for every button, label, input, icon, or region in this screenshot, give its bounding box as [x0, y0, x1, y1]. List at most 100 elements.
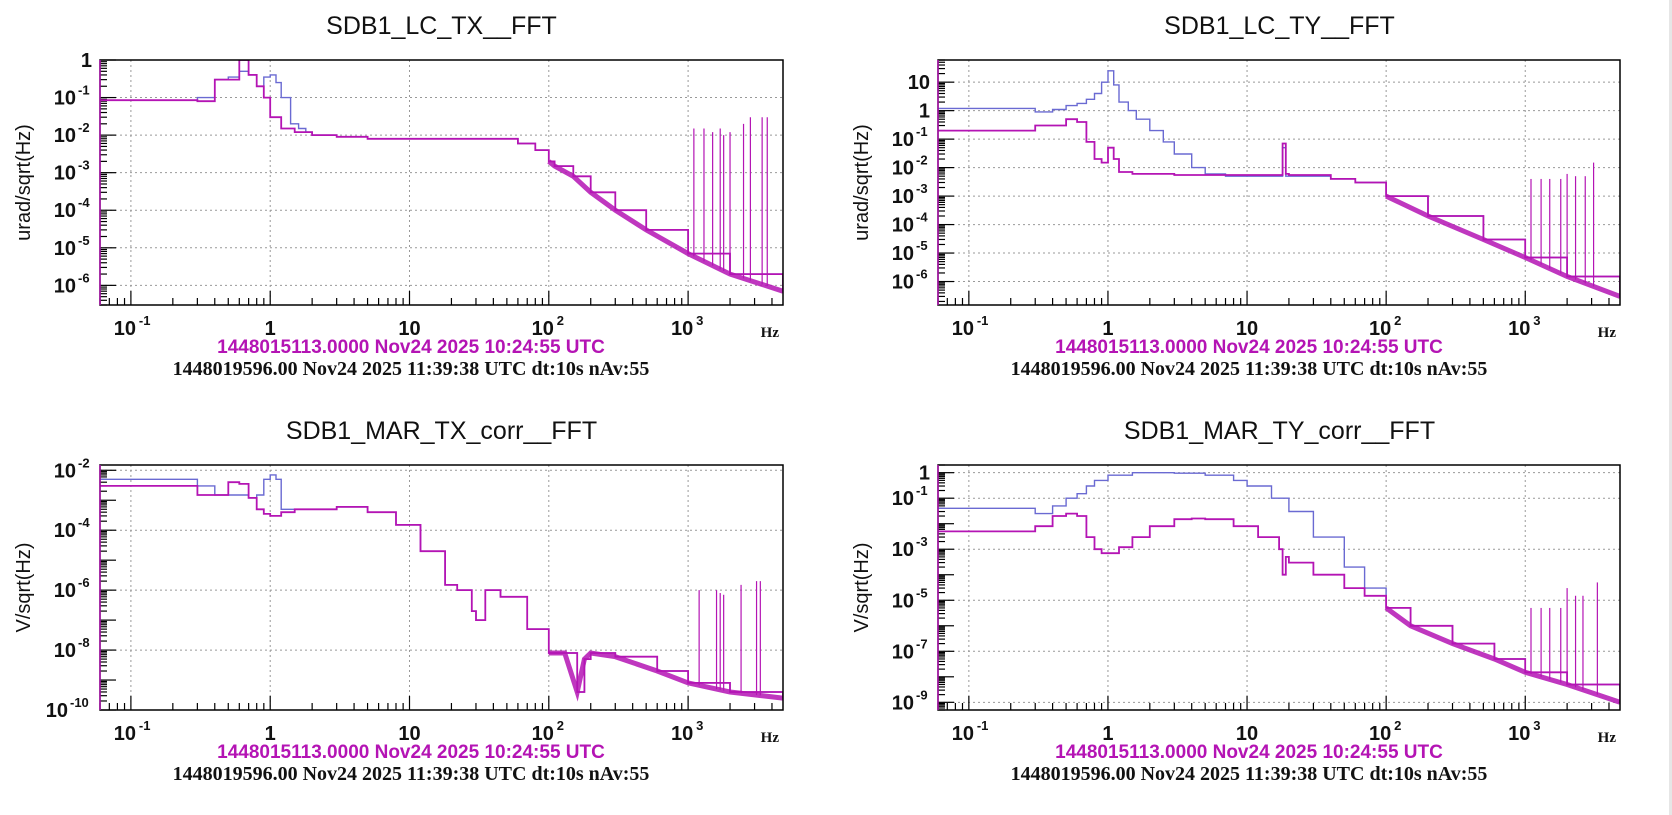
x-tick-label: 10	[532, 318, 554, 340]
noise-band	[1385, 193, 1620, 299]
y-tick-exponent: -10	[70, 695, 89, 710]
y-tick-label: 10	[54, 88, 76, 110]
x-axis-label: Hz	[761, 325, 780, 341]
scrollbar[interactable]	[1669, 0, 1672, 815]
x-tick-label: 10	[1236, 318, 1258, 340]
y-tick-label: 1	[81, 50, 92, 72]
x-tick-label: 10	[114, 723, 136, 745]
x-tick-exponent: -1	[977, 718, 989, 733]
chart-1-title: SDB1_LC_TY__FFT	[1164, 12, 1395, 40]
y-tick-label: 10	[54, 163, 76, 185]
y-tick-exponent: -1	[78, 83, 90, 98]
reference-timestamp: 1448015113.0000 Nov24 2025 10:24:55 UTC	[1055, 742, 1443, 763]
y-tick-exponent: -1	[916, 483, 928, 498]
x-tick-exponent: -1	[139, 313, 151, 328]
plot-frame	[99, 464, 784, 711]
y-tick-exponent: -6	[78, 575, 90, 590]
y-tick-exponent: -9	[916, 687, 928, 702]
x-tick-label: 1	[265, 723, 276, 745]
series-reference	[938, 70, 1620, 297]
y-tick-exponent: -6	[916, 267, 928, 282]
x-tick-label: 10	[114, 318, 136, 340]
x-tick-exponent: 2	[557, 718, 564, 733]
x-tick-exponent: 2	[1394, 718, 1401, 733]
y-tick-label: 10	[892, 186, 914, 208]
x-tick-label: 10	[952, 723, 974, 745]
live-timestamp: 1448019596.00 Nov24 2025 11:39:38 UTC dt…	[1011, 358, 1488, 380]
y-tick-label: 10	[892, 692, 914, 714]
x-axis-label: Hz	[1598, 730, 1617, 746]
x-tick-label: 1	[1102, 723, 1113, 745]
y-tick-exponent: -5	[916, 238, 928, 253]
reference-timestamp: 1448015113.0000 Nov24 2025 10:24:55 UTC	[1055, 337, 1443, 358]
live-timestamp: 1448019596.00 Nov24 2025 11:39:38 UTC dt…	[173, 358, 650, 380]
noise-band	[547, 159, 783, 294]
noise-band	[1384, 605, 1620, 705]
chart-0: 10 -1 1 10 10 2 10 3Hz110-110-210-310-410-510-6…	[13, 50, 784, 380]
x-tick-exponent: 3	[1533, 313, 1540, 328]
reference-timestamp: 1448015113.0000 Nov24 2025 10:24:55 UTC	[217, 742, 605, 763]
y-tick-exponent: -3	[78, 158, 90, 173]
x-axis-label: Hz	[761, 730, 780, 746]
x-tick-label: 10	[1508, 318, 1530, 340]
x-tick-label: 10	[398, 318, 420, 340]
y-tick-exponent: -5	[78, 233, 90, 248]
plot-frame	[937, 464, 1621, 711]
y-tick-label: 10	[892, 129, 914, 151]
y-tick-label: 10	[46, 700, 68, 722]
x-tick-exponent: 3	[696, 313, 703, 328]
y-tick-label: 10	[892, 590, 914, 612]
x-tick-exponent: 2	[1394, 313, 1401, 328]
y-tick-label: 10	[54, 520, 76, 542]
y-tick-exponent: -1	[916, 124, 928, 139]
x-tick-label: 10	[671, 318, 693, 340]
series-reference	[100, 70, 783, 292]
x-tick-exponent: 3	[696, 718, 703, 733]
y-tick-exponent: -2	[78, 120, 90, 135]
y-tick-label: 10	[892, 215, 914, 237]
chart-0-title: SDB1_LC_TX__FFT	[326, 12, 557, 40]
y-axis-title: V/sqrt(Hz)	[851, 543, 873, 633]
x-tick-label: 10	[398, 723, 420, 745]
x-axis-label: Hz	[1598, 325, 1617, 341]
y-tick-label: 10	[54, 640, 76, 662]
y-tick-label: 10	[908, 72, 930, 94]
live-timestamp: 1448019596.00 Nov24 2025 11:39:38 UTC dt…	[173, 763, 650, 785]
y-tick-label: 10	[892, 641, 914, 663]
series-reference	[100, 474, 783, 699]
x-tick-label: 10	[1369, 723, 1391, 745]
y-tick-exponent: -4	[78, 195, 90, 210]
y-tick-label: 10	[54, 125, 76, 147]
x-tick-label: 10	[952, 318, 974, 340]
y-tick-label: 10	[892, 539, 914, 561]
chart-1: 10 -1 1 10 10 2 10 3Hz10110-110-210-310-410-510…	[851, 59, 1621, 380]
x-tick-exponent: 3	[1533, 718, 1540, 733]
y-tick-exponent: -2	[78, 455, 90, 470]
noise-band	[548, 650, 783, 702]
y-axis-title: urad/sqrt(Hz)	[13, 124, 35, 241]
y-tick-exponent: -5	[916, 585, 928, 600]
y-tick-label: 1	[919, 463, 930, 485]
y-tick-exponent: -6	[78, 270, 90, 285]
y-tick-label: 10	[892, 272, 914, 294]
y-axis-title: V/sqrt(Hz)	[13, 543, 35, 633]
y-tick-label: 10	[54, 580, 76, 602]
x-tick-label: 10	[1236, 723, 1258, 745]
x-tick-label: 10	[671, 723, 693, 745]
chart-3-title: SDB1_MAR_TY_corr__FFT	[1123, 417, 1436, 445]
y-tick-label: 10	[892, 488, 914, 510]
y-tick-exponent: -2	[916, 153, 928, 168]
y-tick-exponent: -8	[78, 635, 90, 650]
reference-timestamp: 1448015113.0000 Nov24 2025 10:24:55 UTC	[217, 337, 605, 358]
y-tick-label: 1	[919, 101, 930, 123]
y-axis-title: urad/sqrt(Hz)	[851, 124, 873, 241]
x-tick-exponent: -1	[139, 718, 151, 733]
y-tick-label: 10	[892, 243, 914, 265]
plot-frame	[99, 59, 784, 306]
x-tick-exponent: -1	[977, 313, 989, 328]
x-tick-label: 10	[1369, 318, 1391, 340]
series-live	[100, 60, 783, 292]
